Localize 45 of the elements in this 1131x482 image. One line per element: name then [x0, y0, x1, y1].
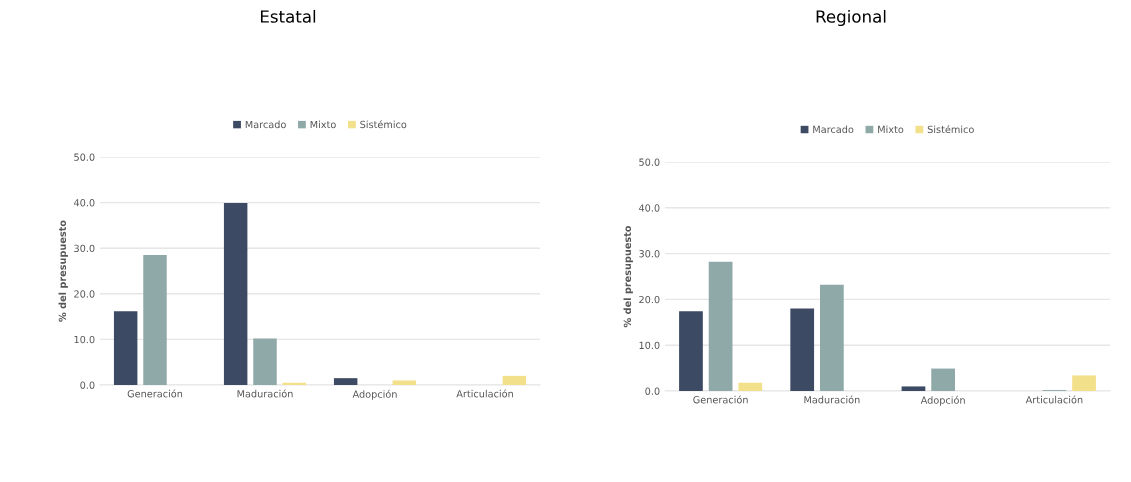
bar — [901, 386, 926, 391]
bar — [708, 261, 733, 391]
legend-label: Mixto — [878, 125, 904, 134]
y-tick-label: 0.0 — [645, 387, 660, 395]
x-tick-label: Generación — [127, 389, 183, 398]
legend-label: Sistémico — [360, 120, 407, 129]
chart-title: Estatal — [260, 9, 316, 23]
x-tick-label: Maduración — [804, 395, 860, 404]
x-tick-label: Adopción — [920, 395, 965, 406]
chart-title: Regional — [816, 9, 886, 27]
bar — [143, 255, 167, 385]
x-tick-label: Adopción — [352, 389, 397, 400]
y-tick-label: 50.0 — [639, 158, 660, 166]
y-tick-label: 20.0 — [639, 295, 660, 304]
bar — [679, 311, 703, 391]
x-tick-label: Articulación — [1025, 395, 1083, 404]
y-tick-label: 30.0 — [639, 250, 660, 258]
bar — [502, 375, 527, 385]
bar — [253, 338, 277, 385]
y-tick-label: 50.0 — [74, 153, 95, 161]
y-axis-title: % del presupuesto — [623, 225, 633, 328]
x-tick-label: Articulación — [456, 389, 513, 398]
bar — [392, 380, 417, 385]
bar — [113, 311, 138, 385]
legend-label: Mixto — [310, 120, 336, 129]
y-tick-label: 10.0 — [74, 335, 95, 344]
y-tick-label: 30.0 — [74, 244, 95, 253]
bar — [1072, 375, 1096, 391]
legend-label: Marcado — [813, 125, 854, 134]
x-tick-label: Generación — [693, 395, 748, 404]
y-tick-label: 0.0 — [80, 381, 95, 389]
y-tick-label: 40.0 — [73, 199, 95, 207]
y-tick-label: 20.0 — [74, 290, 95, 298]
legend-label: Marcado — [245, 120, 286, 129]
legend-label: Sistémico — [927, 125, 974, 134]
x-tick-label: Maduración — [237, 389, 293, 398]
y-axis-title: % del presupuesto — [58, 220, 68, 322]
bar — [223, 203, 248, 385]
bar — [931, 368, 955, 391]
bar — [738, 382, 763, 391]
y-tick-label: 10.0 — [639, 341, 660, 350]
bar — [820, 284, 844, 391]
bar — [333, 378, 358, 385]
bar — [790, 308, 815, 391]
y-tick-label: 40.0 — [638, 204, 660, 212]
